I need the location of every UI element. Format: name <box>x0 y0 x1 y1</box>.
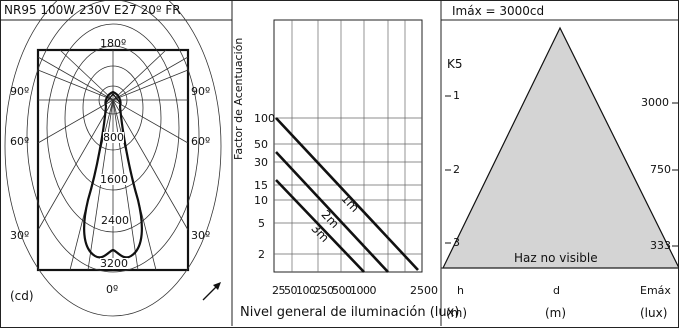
unit-emax-label: (lux) <box>640 306 668 320</box>
ring-1600-label: 1600 <box>100 173 128 186</box>
y-tick-10: 10 <box>254 194 268 207</box>
col-d-header: d <box>553 284 560 297</box>
line-3m <box>275 179 365 273</box>
y-tick-5: 5 <box>258 217 265 230</box>
height-2-label: 2 <box>453 163 460 176</box>
angle-30-right-label: 30º <box>191 229 211 242</box>
accent-plot-area <box>273 19 423 273</box>
accent-lines <box>275 117 419 273</box>
x-tick-50: 50 <box>284 284 298 297</box>
line-1m <box>275 117 419 271</box>
ring-2400-label: 2400 <box>101 214 129 227</box>
unit-h-label: (m) <box>446 306 468 320</box>
candela-unit-label: (cd) <box>10 289 34 303</box>
y-tick-2: 2 <box>258 248 265 261</box>
light-cone <box>442 26 679 269</box>
accent-ylabel: Factor de Acentuación <box>232 37 245 160</box>
emax-333-label: 333 <box>650 239 671 252</box>
lamp-marker <box>104 92 122 105</box>
accent-grid <box>274 20 422 272</box>
x-tick-25: 25 <box>272 284 286 297</box>
ring-3200-label: 3200 <box>100 257 128 270</box>
imax-label: Imáx = 3000cd <box>452 4 545 18</box>
line-2m <box>275 151 389 273</box>
angle-60-right-label: 60º <box>191 135 211 148</box>
cone-height-ticks <box>445 95 678 247</box>
angle-90-right-label: 90º <box>191 85 211 98</box>
angle-0-label: 0º <box>106 283 119 296</box>
col-h-header: h <box>457 284 464 297</box>
x-tick-1000: 1000 <box>350 284 377 297</box>
k-label: K5 <box>447 57 463 71</box>
angle-180-label: 180º <box>100 37 127 50</box>
x-tick-100: 100 <box>296 284 316 297</box>
y-tick-50: 50 <box>254 138 268 151</box>
y-tick-100: 100 <box>254 112 275 125</box>
col-emax-header: Emáx <box>640 284 671 297</box>
height-3-label: 3 <box>453 236 460 249</box>
angle-90-left-label: 90º <box>10 85 30 98</box>
no-visible-label: Haz no visible <box>514 251 598 265</box>
accent-xlabel: Nivel general de iluminación (lux) <box>240 305 460 320</box>
polar-diagram <box>4 0 222 317</box>
angle-60-left-label: 60º <box>10 135 30 148</box>
lamp-title: NR95 100W 230V E27 20º FR <box>4 3 181 17</box>
emax-750-label: 750 <box>650 163 671 176</box>
emax-3000-label: 3000 <box>641 96 669 109</box>
unit-d-label: (m) <box>545 306 567 320</box>
x-tick-250: 250 <box>314 284 334 297</box>
y-tick-15: 15 <box>254 179 268 192</box>
x-tick-500: 500 <box>332 284 352 297</box>
accent-chart <box>273 19 423 273</box>
x-tick-2500: 2500 <box>410 284 438 297</box>
y-tick-30: 30 <box>254 156 268 169</box>
luminous-intensity-curve <box>83 90 143 259</box>
angle-30-left-label: 30º <box>10 229 30 242</box>
height-1-label: 1 <box>453 89 460 102</box>
ring-800-label: 800 <box>103 131 124 144</box>
arrow-head-icon <box>213 282 221 290</box>
cone-diagram <box>441 26 679 269</box>
